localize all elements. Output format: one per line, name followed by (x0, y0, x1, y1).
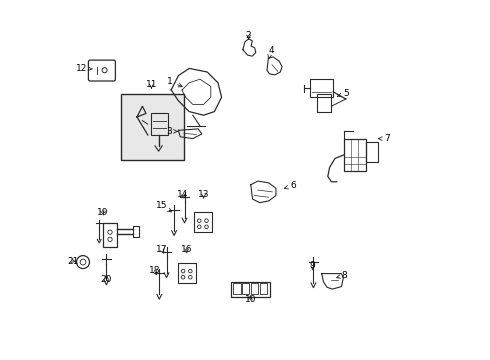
Bar (103, 223, 117, 247)
Text: 16: 16 (181, 245, 193, 253)
Text: 13: 13 (198, 190, 209, 199)
Text: 4: 4 (268, 46, 274, 58)
Text: 5: 5 (338, 89, 349, 98)
Bar (251, 283, 258, 294)
Text: 14: 14 (177, 190, 189, 199)
Bar (121, 94, 184, 160)
Bar (260, 283, 268, 294)
Bar (242, 283, 249, 294)
Text: 20: 20 (101, 274, 112, 284)
Text: 21: 21 (67, 256, 78, 265)
Bar (344, 139, 366, 171)
Text: 3: 3 (167, 127, 178, 136)
Text: 6: 6 (285, 181, 296, 190)
Text: 15: 15 (156, 201, 172, 212)
Bar (133, 226, 139, 237)
Bar (366, 142, 378, 162)
Text: 10: 10 (245, 295, 256, 304)
Text: 7: 7 (378, 134, 390, 143)
Text: 9: 9 (310, 261, 316, 270)
Bar (233, 283, 241, 294)
Text: 18: 18 (148, 266, 160, 275)
Text: 17: 17 (156, 245, 167, 253)
Bar (317, 94, 331, 112)
Bar (151, 113, 168, 135)
Bar (310, 79, 333, 97)
Bar (194, 212, 212, 232)
Bar (178, 263, 196, 283)
Bar (231, 282, 270, 297)
Text: 11: 11 (146, 80, 157, 89)
Text: 1: 1 (167, 77, 182, 87)
Text: 2: 2 (246, 31, 251, 40)
Text: 12: 12 (75, 64, 93, 73)
Text: 8: 8 (337, 271, 347, 280)
Text: 19: 19 (97, 208, 109, 217)
